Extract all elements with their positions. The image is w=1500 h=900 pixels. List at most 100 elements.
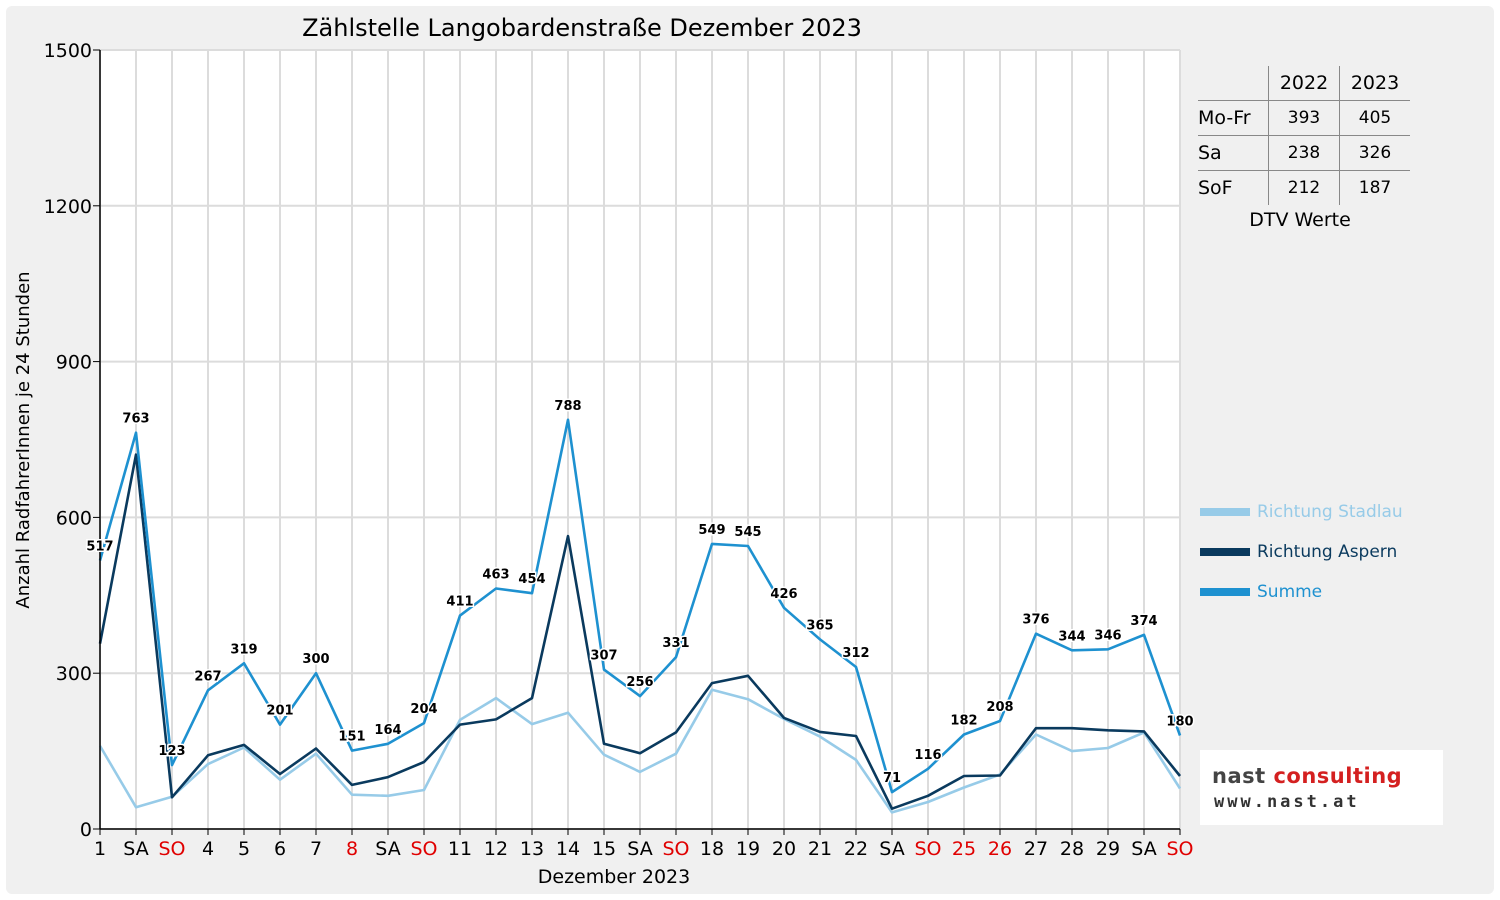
data-label: 763 (122, 412, 149, 427)
y-tick-label: 0 (80, 819, 92, 841)
series-layer (98, 418, 1182, 814)
data-label: 331 (662, 636, 689, 651)
dtv-table: 2022 2023 Mo-Fr 393 405 Sa 238 326 SoF 2… (1198, 66, 1410, 205)
dtv-cell: 326 (1339, 135, 1410, 171)
x-tick-label: SO (1166, 838, 1193, 860)
logo-name: nast consulting (1212, 764, 1402, 788)
logo-name-part1: nast (1212, 764, 1274, 788)
x-tick-label: 7 (310, 838, 322, 860)
data-label: 204 (410, 702, 437, 717)
grid-lines (99, 49, 1181, 830)
data-label: 164 (374, 723, 401, 738)
data-label: 454 (518, 572, 545, 587)
data-label: 517 (86, 540, 113, 555)
dtv-cell: 405 (1339, 100, 1410, 136)
data-label: 549 (698, 523, 725, 538)
x-tick-label: SO (914, 838, 941, 860)
y-tick-label: 300 (56, 663, 92, 685)
chart-title: Zählstelle Langobardenstraße Dezember 20… (302, 14, 862, 42)
data-label: 300 (302, 652, 329, 667)
x-tick-label: 25 (952, 838, 976, 860)
data-label: 788 (554, 399, 581, 414)
x-tick-label: SO (158, 838, 185, 860)
dtv-header-2022: 2022 (1268, 66, 1340, 101)
data-label: 256 (626, 675, 653, 690)
dtv-corner (1198, 66, 1269, 101)
data-label: 365 (806, 618, 833, 633)
x-tick-label: 1 (94, 838, 106, 860)
x-tick-label: 15 (592, 838, 616, 860)
legend-item-stadlau: Richtung Stadlau (1200, 492, 1403, 532)
axes: 0 300 600 900 1200 1500 1 SA SO 4 5 6 7 8 SA SO 11 12 13 14… (44, 40, 1194, 860)
legend-label: Richtung Aspern (1257, 542, 1398, 562)
dtv-cell: 238 (1268, 135, 1340, 171)
x-tick-label: 29 (1096, 838, 1120, 860)
x-tick-label: SA (1131, 838, 1156, 860)
data-label: 116 (914, 748, 941, 763)
x-tick-label: 21 (808, 838, 832, 860)
legend-swatch (1200, 588, 1250, 596)
dtv-row-label: SoF (1198, 170, 1269, 205)
dtv-row-label: Mo-Fr (1198, 100, 1269, 136)
x-tick-label: SA (375, 838, 400, 860)
x-tick-label: 8 (346, 838, 358, 860)
legend-item-aspern: Richtung Aspern (1200, 532, 1403, 572)
data-labels: 517 763 123 267 319 201 300 151 164 204 411 463 454 7… (85, 397, 1195, 787)
data-label: 151 (338, 730, 365, 745)
y-axis-label: Anzahl RadfahrerInnen je 24 Stunden (13, 271, 34, 608)
dtv-cell: 187 (1339, 170, 1410, 205)
x-axis-label: Dezember 2023 (538, 866, 690, 888)
x-tick-label: 27 (1024, 838, 1048, 860)
legend-label: Summe (1257, 582, 1323, 602)
x-tick-label: 20 (772, 838, 796, 860)
x-tick-label: 19 (736, 838, 760, 860)
dtv-cell: 212 (1287, 178, 1321, 198)
y-tick-label: 1200 (44, 196, 92, 218)
x-tick-label: 12 (484, 838, 508, 860)
dtv-cell: 393 (1268, 100, 1340, 136)
legend: Richtung Stadlau Richtung Aspern Summe (1200, 492, 1403, 612)
data-label: 312 (842, 646, 869, 661)
x-tick-label: 13 (520, 838, 544, 860)
dtv-caption: DTV Werte (1249, 209, 1351, 231)
x-tick-label: SA (879, 838, 904, 860)
data-label: 463 (482, 568, 509, 583)
data-label: 319 (230, 642, 257, 657)
legend-swatch (1200, 548, 1250, 556)
y-tick-label: 900 (56, 352, 92, 374)
dtv-row-label: Sa (1198, 135, 1269, 171)
x-tick-label: 4 (202, 838, 214, 860)
data-label: 201 (266, 704, 293, 719)
x-tick-label: SA (627, 838, 652, 860)
x-tick-label: 26 (988, 838, 1012, 860)
x-tick-label: SO (410, 838, 437, 860)
x-tick-label: 6 (274, 838, 286, 860)
data-label: 180 (1166, 715, 1193, 730)
legend-label: Richtung Stadlau (1257, 502, 1403, 522)
x-tick-label: SO (662, 838, 689, 860)
data-label: 376 (1022, 613, 1049, 628)
data-label: 545 (734, 525, 761, 540)
company-logo: nast consulting www.nast.at (1200, 750, 1443, 825)
data-label: 374 (1130, 614, 1157, 629)
series-line-aspern (98, 453, 1182, 811)
data-label: 307 (590, 649, 617, 664)
logo-name-part2: consulting (1273, 764, 1403, 788)
data-label: 208 (986, 700, 1013, 715)
data-label: 267 (194, 669, 221, 684)
legend-item-summe: Summe (1200, 572, 1403, 612)
data-label: 411 (446, 595, 473, 610)
data-label: 71 (883, 771, 901, 786)
dtv-header-2023: 2023 (1339, 66, 1410, 101)
data-label: 344 (1058, 629, 1085, 644)
data-label: 426 (770, 587, 797, 602)
x-tick-label: 11 (448, 838, 472, 860)
x-tick-label: 14 (556, 838, 580, 860)
x-tick-label: SA (123, 838, 148, 860)
x-tick-label: 18 (700, 838, 724, 860)
series-line-summe (98, 418, 1182, 794)
data-label: 123 (158, 744, 185, 759)
y-tick-label: 600 (56, 507, 92, 529)
logo-url: www.nast.at (1214, 792, 1360, 812)
